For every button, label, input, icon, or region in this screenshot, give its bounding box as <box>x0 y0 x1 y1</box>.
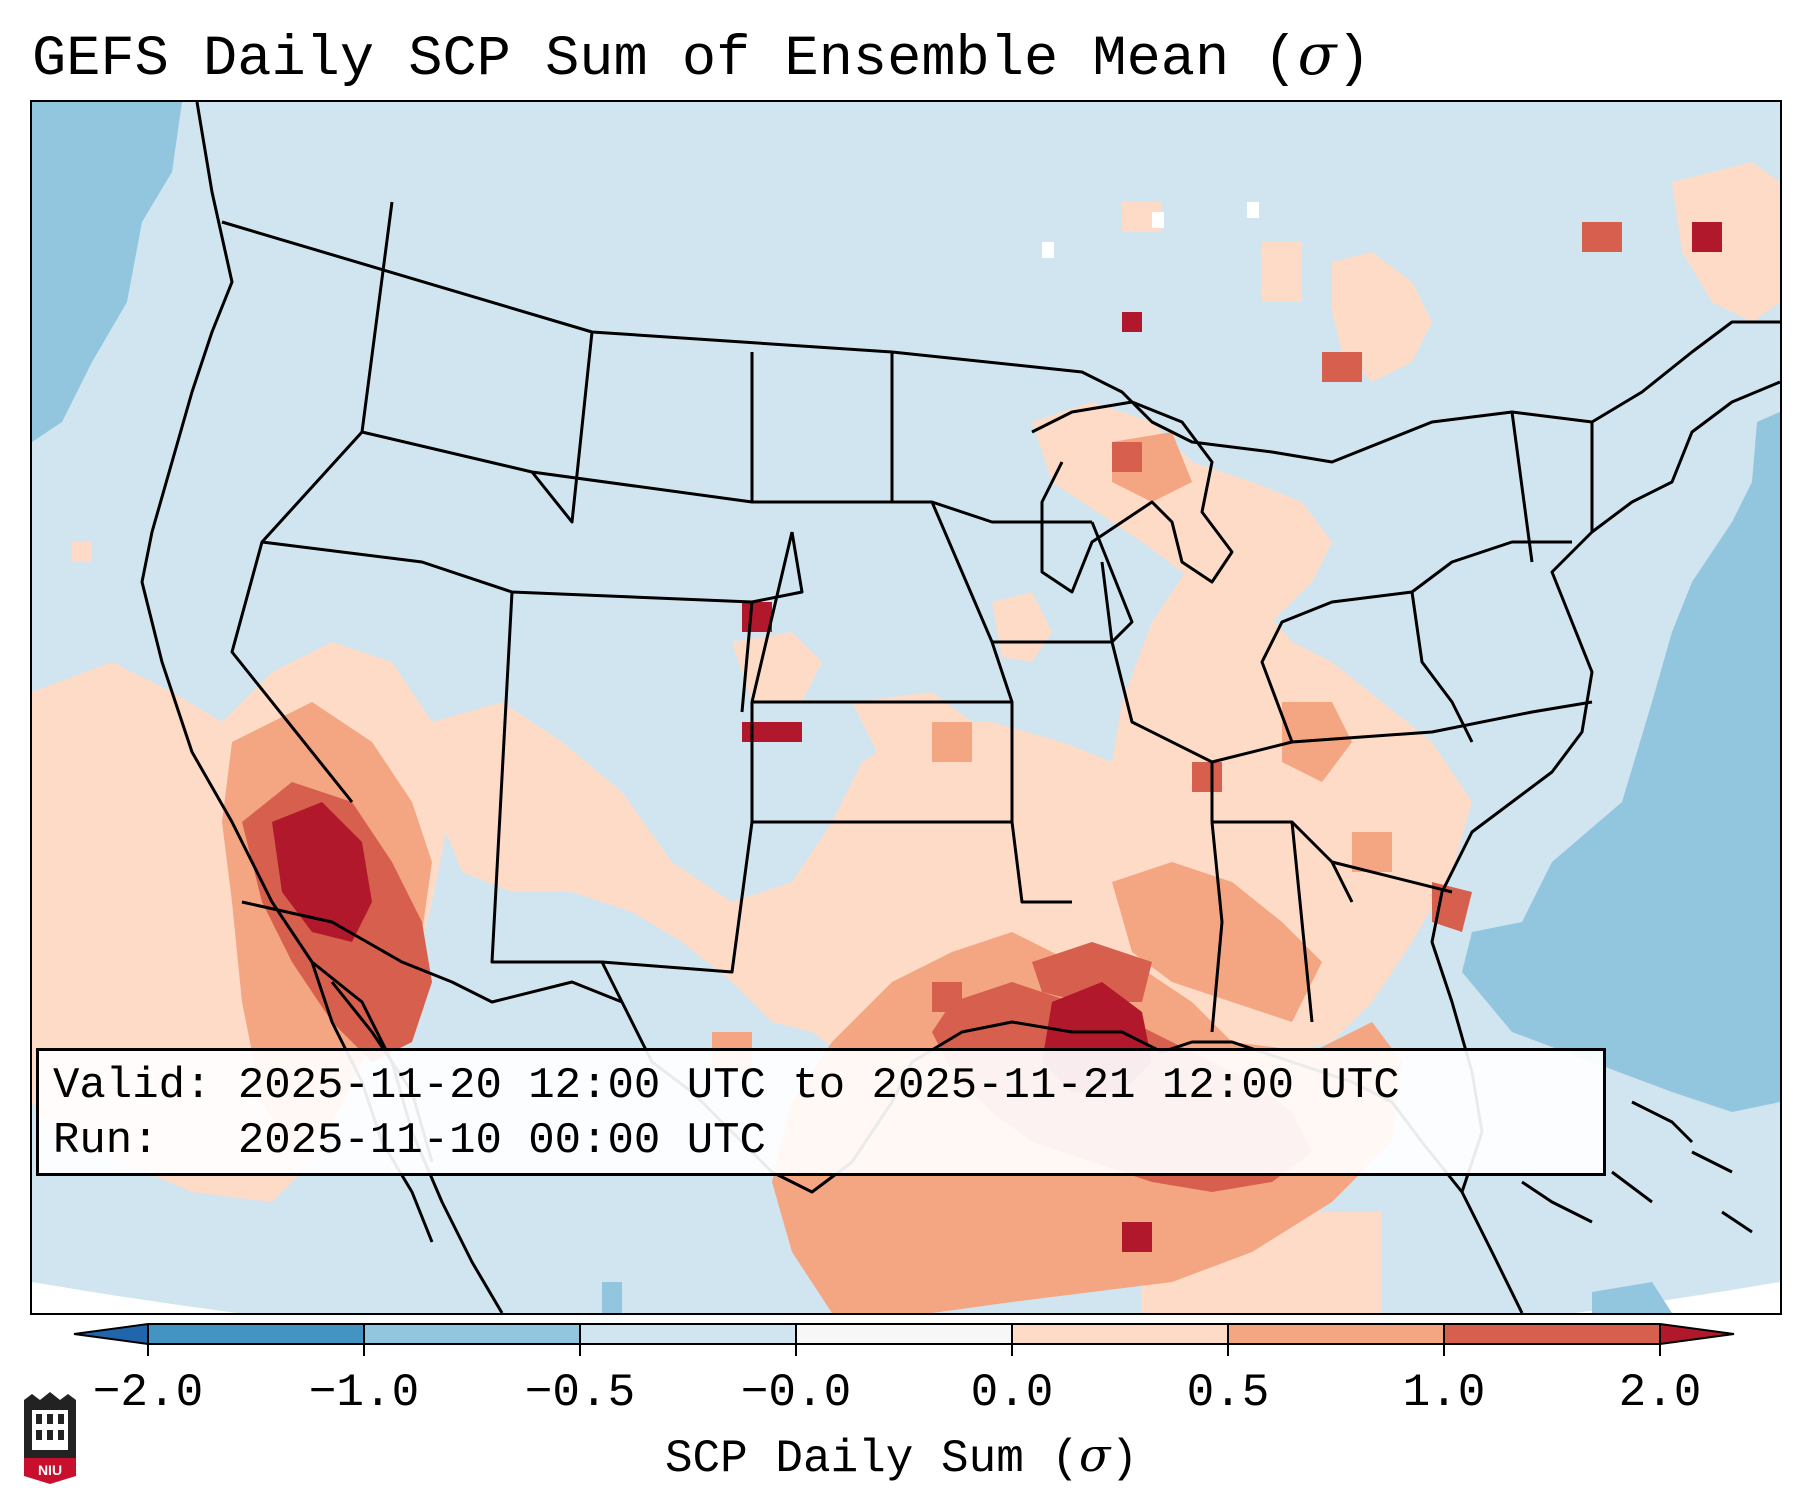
state-borders <box>230 201 1594 1033</box>
colorbar-tick-label: 0.0 <box>970 1367 1054 1419</box>
figure-title: GEFS Daily SCP Sum of Ensemble Mean (σ) <box>32 22 1371 92</box>
colorbar-bin <box>148 1324 365 1344</box>
colorbar-tick-label: 1.0 <box>1402 1367 1486 1419</box>
canada-border <box>221 220 1780 464</box>
valid-line: Valid: 2025-11-20 12:00 UTC to 2025-11-2… <box>53 1061 1400 1111</box>
logo-text: NIU <box>38 1462 62 1478</box>
colorbar-bin <box>1012 1324 1229 1344</box>
colorbar-bin <box>580 1324 797 1344</box>
map-canvas <box>32 102 1780 1313</box>
valid-time-box: Valid: 2025-11-20 12:00 UTC to 2025-11-2… <box>36 1048 1606 1176</box>
colorbar-label: SCP Daily Sum (σ) <box>664 1428 1139 1485</box>
great-lakes-outline <box>1031 400 1234 594</box>
colorbar-tick-label: 0.5 <box>1186 1367 1270 1419</box>
colorbar <box>73 1323 1735 1356</box>
niu-logo: NIU <box>24 1392 76 1484</box>
colorbar-bin <box>1444 1324 1661 1344</box>
atlantic-coastline <box>1430 380 1780 1193</box>
colorbar-tick-label: −2.0 <box>92 1367 204 1419</box>
mexico-border <box>241 900 623 1004</box>
colorbar-tick-label: −0.0 <box>740 1367 852 1419</box>
colorbar-bin <box>1228 1324 1445 1344</box>
colorbar-extend-high <box>1660 1324 1734 1344</box>
colorbar-bin <box>364 1324 581 1344</box>
colorbar-extend-low <box>74 1324 148 1344</box>
run-line: Run: 2025-11-10 00:00 UTC <box>53 1116 766 1166</box>
caribbean-islands <box>1521 1100 1753 1234</box>
colorbar-tick-label: −1.0 <box>308 1367 420 1419</box>
colorbar-tick-label: −0.5 <box>524 1367 636 1419</box>
colorbar-tick-label: 2.0 <box>1618 1367 1702 1419</box>
map-panel <box>30 100 1782 1315</box>
colorbar-bin <box>796 1324 1013 1344</box>
missing-data-cells <box>1042 202 1259 258</box>
